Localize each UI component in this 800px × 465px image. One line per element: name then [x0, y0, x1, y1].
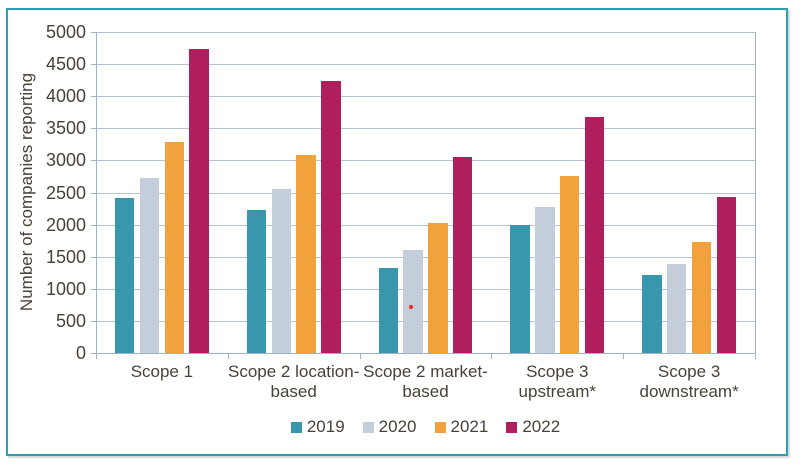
y-axis-tick — [91, 288, 96, 290]
legend-swatch-2021 — [434, 421, 446, 433]
legend-item-2020: 2020 — [362, 417, 417, 437]
y-tick-label: 0 — [75, 343, 86, 363]
bar-2021-4 — [559, 176, 580, 353]
bar-2022-3 — [452, 157, 473, 353]
y-axis-tick — [91, 320, 96, 322]
x-axis-tick — [96, 354, 97, 359]
bar-2019-2 — [246, 209, 267, 353]
y-tick-label: 3000 — [45, 150, 86, 171]
y-tick-label: 500 — [55, 310, 86, 331]
y-axis-line — [96, 32, 97, 353]
y-axis-tick — [91, 32, 96, 33]
bar-2020-4 — [535, 207, 555, 353]
x-category-label: Scope 2 location- based — [228, 362, 360, 401]
gridline — [96, 288, 755, 290]
bar-2019-4 — [510, 224, 530, 353]
gridline — [96, 160, 755, 162]
gridline — [96, 224, 755, 226]
bar-2021-5 — [691, 241, 712, 353]
red-dot-annotation — [409, 305, 413, 309]
x-axis-tick — [359, 354, 361, 359]
x-axis-tick — [623, 354, 625, 359]
gridline — [96, 192, 755, 194]
bar-2020-1 — [139, 177, 160, 353]
bar-2021-2 — [296, 155, 316, 353]
x-axis-tick — [227, 354, 229, 359]
bar-2022-2 — [321, 81, 341, 353]
legend-label: 2022 — [522, 417, 561, 436]
bar-2020-2 — [271, 189, 292, 353]
bar-2022-4 — [584, 116, 605, 353]
y-tick-label: 2500 — [45, 182, 86, 203]
plot-right-border — [755, 32, 756, 354]
y-axis-tick — [91, 128, 96, 130]
legend-label: 2021 — [450, 417, 489, 436]
bar-2021-3 — [428, 223, 448, 353]
bar-2022-5 — [716, 196, 737, 353]
legend-swatch-2022 — [506, 421, 518, 433]
gridline — [96, 64, 755, 66]
legend-item-2022: 2022 — [506, 417, 560, 437]
y-axis-tick — [91, 96, 96, 98]
y-tick-label: 1500 — [45, 246, 86, 267]
bar-2019-5 — [642, 274, 662, 353]
x-category-label: Scope 2 market- based — [363, 362, 488, 401]
bar-2022-1 — [189, 49, 209, 353]
y-tick-label: 3500 — [45, 118, 86, 139]
x-axis-tick — [755, 354, 756, 359]
y-axis-tick — [91, 64, 96, 66]
gridline — [96, 320, 755, 322]
gridline — [96, 256, 755, 258]
y-axis-tick — [91, 160, 96, 162]
y-axis-tick — [91, 224, 96, 226]
gridline — [96, 128, 755, 130]
x-category-label: Scope 1 — [130, 362, 194, 381]
y-tick-label: 4000 — [45, 86, 86, 107]
bar-2020-3 — [403, 250, 423, 353]
x-axis-tick — [491, 354, 493, 359]
legend-swatch-2020 — [362, 421, 374, 433]
bar-2021-1 — [164, 142, 185, 353]
bar-2020-5 — [666, 263, 687, 353]
legend-item-2019: 2019 — [290, 417, 345, 437]
gridline — [96, 96, 755, 98]
gridline — [96, 32, 755, 33]
legend-label: 2019 — [306, 417, 345, 436]
bar-2019-3 — [378, 267, 399, 353]
y-tick-label: 2000 — [45, 214, 86, 235]
legend: 2019 2020 2021 2022 — [96, 417, 755, 437]
x-category-label: Scope 3 upstream* — [518, 362, 597, 401]
y-axis-tick — [91, 353, 96, 354]
legend-label: 2020 — [378, 417, 417, 436]
y-axis-tick — [91, 256, 96, 258]
x-category-label: Scope 3 downstream* — [639, 362, 739, 401]
y-axis-tick — [91, 192, 96, 194]
y-tick-label: 5000 — [45, 22, 86, 42]
x-axis-line — [96, 353, 755, 354]
y-tick-label: 1000 — [45, 278, 86, 299]
legend-swatch-2019 — [290, 421, 302, 433]
bar-2019-1 — [114, 197, 135, 353]
y-tick-label: 4500 — [45, 54, 86, 75]
legend-item-2021: 2021 — [434, 417, 489, 437]
